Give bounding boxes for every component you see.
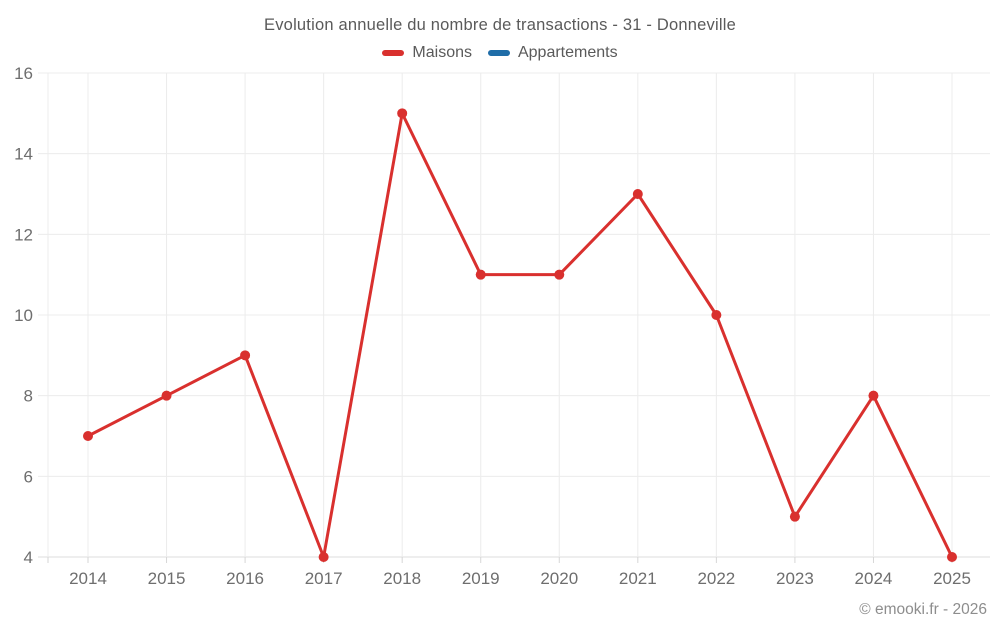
data-point-maisons[interactable] — [240, 350, 251, 361]
x-axis-tick-label: 2021 — [619, 569, 657, 588]
x-axis-tick-label: 2014 — [69, 569, 107, 588]
x-axis-tick-label: 2018 — [383, 569, 421, 588]
y-axis-tick-label: 12 — [14, 225, 33, 244]
appartements-series-swatch — [487, 50, 510, 56]
data-point-maisons[interactable] — [554, 269, 565, 280]
data-point-maisons[interactable] — [397, 108, 408, 119]
legend-label-appartements: Appartements — [517, 44, 618, 61]
y-axis-tick-label: 4 — [24, 548, 33, 567]
legend-item-appartements[interactable]: Appartements — [487, 44, 618, 62]
copyright-note: © emooki.fr - 2026 — [859, 601, 987, 618]
x-axis-tick-label: 2020 — [540, 569, 578, 588]
legend-label-maisons: Maisons — [412, 44, 472, 61]
legend-item-maisons[interactable]: Maisons — [382, 44, 472, 62]
x-axis-tick-label: 2025 — [933, 569, 971, 588]
data-point-maisons[interactable] — [632, 189, 643, 199]
y-axis-tick-label: 14 — [14, 145, 33, 164]
x-axis-tick-label: 2016 — [226, 569, 264, 588]
data-point-maisons[interactable] — [83, 431, 93, 441]
maisons-series-swatch — [382, 50, 405, 56]
x-axis-tick-label: 2019 — [462, 569, 500, 588]
chart-title: Evolution annuelle du nombre de transact… — [264, 16, 736, 34]
data-point-maisons[interactable] — [789, 511, 800, 522]
x-axis-tick-label: 2023 — [776, 569, 814, 588]
data-point-maisons[interactable] — [947, 552, 957, 562]
y-axis-tick-label: 10 — [14, 306, 33, 325]
y-axis-tick-label: 8 — [24, 387, 33, 406]
series-line-maisons — [86, 111, 954, 559]
x-axis-tick-label: 2024 — [855, 569, 893, 588]
x-axis-tick-label: 2017 — [305, 569, 343, 588]
x-axis-tick-label: 2015 — [148, 569, 186, 588]
y-axis-tick-label: 6 — [24, 467, 33, 486]
data-point-maisons[interactable] — [161, 390, 172, 401]
data-point-maisons[interactable] — [318, 552, 329, 562]
x-axis-tick-label: 2022 — [697, 569, 735, 588]
data-point-maisons[interactable] — [868, 390, 879, 401]
data-point-maisons[interactable] — [475, 269, 486, 280]
y-axis-tick-label: 16 — [14, 64, 33, 83]
chart-legend: Maisons Appartements — [0, 44, 1000, 62]
data-point-maisons[interactable] — [711, 310, 722, 320]
